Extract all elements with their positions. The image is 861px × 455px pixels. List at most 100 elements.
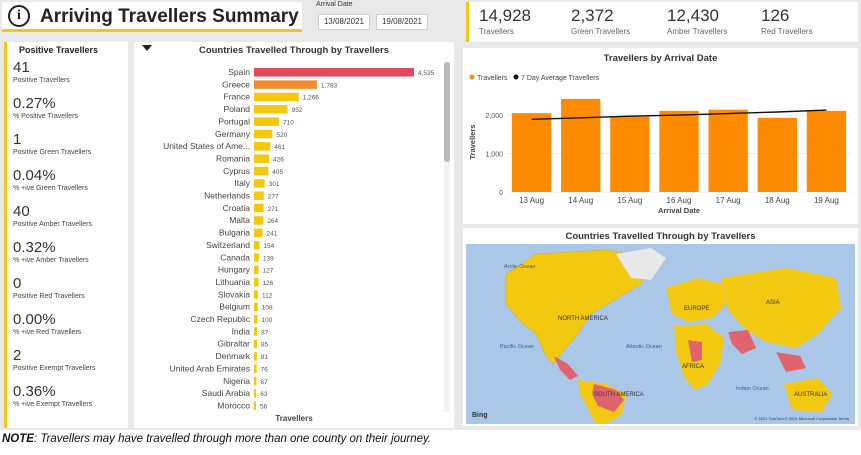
map-region-australia[interactable] bbox=[784, 378, 832, 412]
map-region-brazil[interactable] bbox=[592, 384, 624, 412]
country-value-label: 241 bbox=[267, 231, 278, 238]
stat-value: 0.32% bbox=[13, 239, 56, 256]
country-label: Bulgaria bbox=[219, 228, 250, 238]
arrival-date-chart-card: Travellers by Arrival Date Travellers 7 D… bbox=[463, 48, 858, 224]
date-slicer-label: Arrival Date bbox=[316, 1, 353, 8]
stat-positive-exempt: 2 Positive Exempt Travellers bbox=[13, 347, 95, 374]
country-label: Germany bbox=[215, 129, 251, 139]
country-bar bbox=[254, 290, 258, 299]
country-label: Croatia bbox=[223, 203, 251, 213]
country-label: Portugal bbox=[218, 116, 250, 126]
map-region-africa-red[interactable] bbox=[688, 340, 702, 362]
stat-value: 41 bbox=[13, 59, 30, 76]
map-attribution[interactable]: © 2021 TomTom © 2021 Microsoft Corporati… bbox=[755, 416, 849, 421]
kpi-label: Green Travellers bbox=[571, 27, 631, 36]
country-value-label: 1,266 bbox=[303, 95, 320, 102]
map-region-asia[interactable] bbox=[721, 268, 841, 348]
stat-label: % Positive Travellers bbox=[13, 113, 78, 120]
country-bar bbox=[254, 117, 280, 126]
kpi-red-travellers: 126 Red Travellers bbox=[761, 6, 813, 36]
country-label: Slovakia bbox=[218, 289, 250, 299]
country-label: Spain bbox=[228, 67, 250, 77]
kpi-green-travellers: 2,372 Green Travellers bbox=[571, 6, 630, 36]
y-axis-label: Travellers bbox=[468, 124, 477, 159]
stat-value: 0.27% bbox=[13, 95, 56, 112]
country-bar bbox=[254, 105, 288, 114]
stat-positive-red: 0 Positive Red Travellers bbox=[13, 275, 85, 302]
country-value-label: 4,535 bbox=[418, 70, 435, 77]
stat-label: % +ive Exempt Travellers bbox=[13, 401, 93, 408]
map-region-central-america[interactable] bbox=[554, 356, 578, 380]
countries-chart-xlabel: Travellers bbox=[275, 414, 313, 423]
country-value-label: 81 bbox=[261, 354, 269, 361]
map-region-europe[interactable] bbox=[666, 278, 726, 322]
travellers-bar bbox=[757, 117, 797, 192]
info-icon[interactable]: i bbox=[8, 5, 30, 27]
country-value-label: 264 bbox=[267, 218, 278, 225]
map-region-north-america[interactable] bbox=[505, 249, 652, 365]
stat-label: Positive Travellers bbox=[13, 77, 70, 84]
y-tick-label: 2,000 bbox=[485, 113, 503, 120]
countries-bar-chart-card: Countries Travelled Through by Traveller… bbox=[134, 42, 454, 428]
stat-value: 0.04% bbox=[13, 167, 56, 184]
end-date-input[interactable]: 19/08/2021 bbox=[376, 14, 428, 30]
map-region-south-asia[interactable] bbox=[728, 330, 756, 354]
country-label: Cyprus bbox=[223, 166, 250, 176]
country-label: Belgium bbox=[219, 302, 250, 312]
country-value-label: 710 bbox=[283, 119, 294, 126]
x-tick-label: 19 Aug bbox=[814, 196, 839, 205]
country-label: Nigeria bbox=[223, 376, 250, 386]
footnote: NOTE: Travellers may have travelled thro… bbox=[2, 433, 431, 445]
kpi-amber-travellers: 12,430 Amber Travellers bbox=[667, 6, 727, 36]
country-value-label: 952 bbox=[292, 107, 303, 114]
country-label: Switzerland bbox=[206, 240, 250, 250]
start-date-input[interactable]: 13/08/2021 bbox=[318, 14, 370, 30]
country-value-label: 426 bbox=[273, 156, 284, 163]
scrollbar-thumb[interactable] bbox=[444, 62, 450, 162]
legend-marker bbox=[469, 74, 475, 80]
map-region-greenland[interactable] bbox=[616, 248, 666, 280]
map-label-indian-ocean: Indian Ocean bbox=[736, 386, 769, 392]
world-map[interactable]: Arctic Ocean NORTH AMERICA EUROPE ASIA P… bbox=[466, 244, 855, 424]
map-label-arctic-ocean: Arctic Ocean bbox=[504, 264, 535, 270]
x-tick-label: 13 Aug bbox=[519, 196, 544, 205]
stat-label: % +ive Green Travellers bbox=[13, 185, 88, 192]
scrollbar-track[interactable] bbox=[444, 62, 450, 412]
positive-travellers-panel: Positive Travellers 41 Positive Travelle… bbox=[4, 42, 128, 428]
y-tick-label: 1,000 bbox=[485, 152, 503, 159]
country-value-label: 108 bbox=[262, 305, 273, 312]
map-region-southeast-asia[interactable] bbox=[776, 352, 806, 372]
countries-map-card: Countries Travelled Through by Traveller… bbox=[463, 228, 858, 426]
stat-label: Positive Red Travellers bbox=[13, 293, 85, 300]
country-label: Gibraltar bbox=[217, 339, 250, 349]
kpi-label: Travellers bbox=[479, 27, 514, 36]
travellers-bar bbox=[659, 110, 699, 192]
country-label: United States of Ame... bbox=[163, 141, 250, 151]
caret-down-icon[interactable] bbox=[142, 45, 152, 51]
countries-bar-chart: Spain 4,535 Greece 1,783 France 1,266 Poland 95… bbox=[163, 67, 435, 410]
footnote-text: : Travellers may have travelled through … bbox=[33, 433, 432, 445]
country-bar bbox=[254, 166, 269, 176]
country-value-label: 139 bbox=[263, 255, 274, 262]
country-label: United Arab Emirates bbox=[170, 363, 250, 373]
stat-value: 1 bbox=[13, 131, 22, 148]
country-label: France bbox=[224, 92, 251, 102]
country-label: Denmark bbox=[216, 351, 251, 361]
country-bar bbox=[254, 68, 414, 77]
countries-chart-title: Countries Travelled Through by Traveller… bbox=[198, 45, 390, 56]
country-bar bbox=[254, 142, 271, 151]
bing-logo: Bing bbox=[472, 412, 488, 419]
country-bar bbox=[254, 179, 265, 188]
stat-label: Positive Amber Travellers bbox=[13, 221, 92, 228]
stat-value: 40 bbox=[13, 203, 30, 220]
country-value-label: 100 bbox=[262, 317, 273, 324]
country-label: Canada bbox=[220, 252, 250, 262]
x-tick-label: 14 Aug bbox=[568, 196, 593, 205]
country-value-label: 67 bbox=[260, 379, 268, 386]
map-label-south-america: SOUTH AMERICA bbox=[594, 392, 644, 398]
travellers-bar bbox=[561, 98, 601, 192]
y-tick-label: 0 bbox=[499, 190, 503, 197]
country-label: Hungary bbox=[218, 265, 251, 275]
country-bar bbox=[254, 401, 256, 410]
country-label: India bbox=[232, 326, 251, 336]
